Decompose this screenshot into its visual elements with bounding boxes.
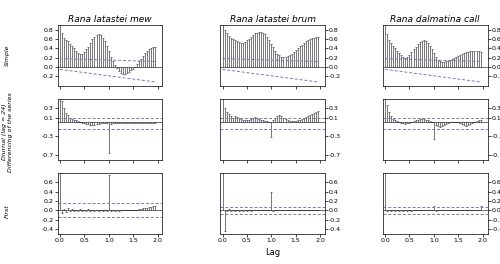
X-axis label: Lag: Lag [265, 248, 280, 257]
Text: Simple: Simple [5, 45, 10, 66]
Title: Rana latastei brum: Rana latastei brum [230, 15, 316, 24]
Title: Rana latastei mew: Rana latastei mew [68, 15, 152, 24]
Text: First: First [5, 204, 10, 218]
Text: Diurnal (lag = 24)
Differencing of the series: Diurnal (lag = 24) Differencing of the s… [2, 92, 13, 172]
Title: Rana dalmatina call: Rana dalmatina call [390, 15, 480, 24]
